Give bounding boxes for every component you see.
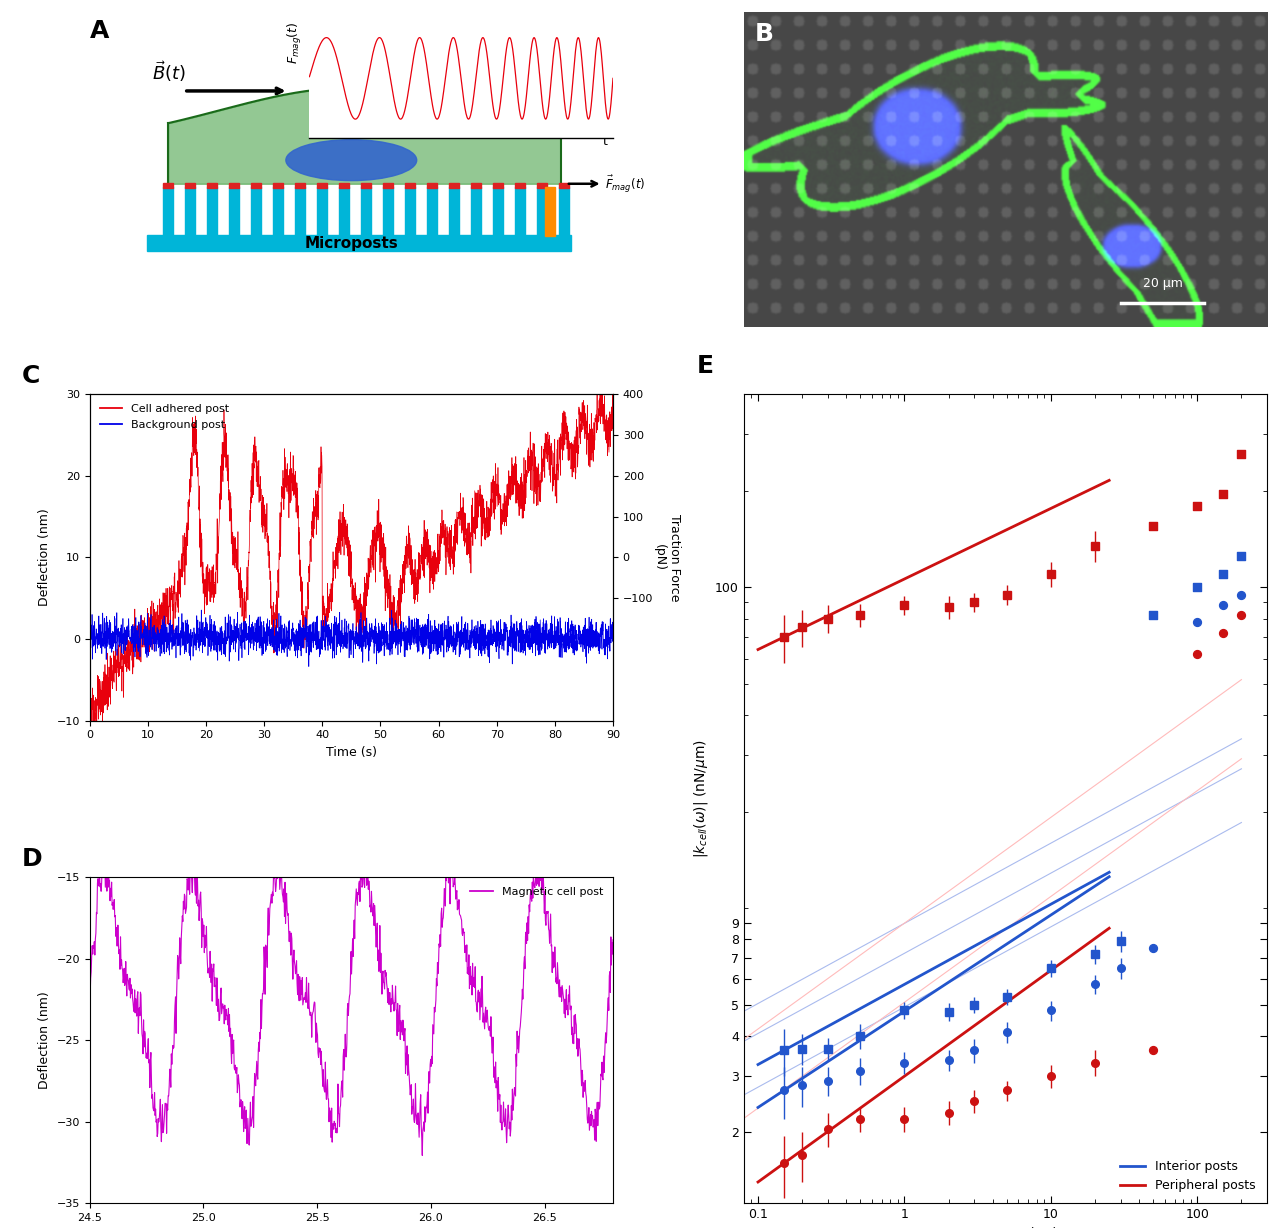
Bar [207,187,218,236]
Point [1187,645,1207,664]
Point [1231,445,1252,464]
Point [1231,585,1252,604]
Bar [545,187,556,236]
Bar [361,183,371,188]
Text: A: A [90,18,109,43]
Bar [184,187,196,236]
Line: Cell adhered post: Cell adhered post [90,386,613,748]
Background post [142,632,157,647]
Y-axis label: $|k_{cell}(\omega)|$ (nN/$\mu$m): $|k_{cell}(\omega)|$ (nN/$\mu$m) [691,739,709,858]
Bar [294,187,305,236]
Point [1213,624,1234,643]
Bar [316,183,328,188]
Bar [273,183,283,188]
Bar [229,187,239,236]
Bar [251,187,261,236]
Point [1143,1040,1164,1060]
X-axis label: Time (s): Time (s) [326,745,376,759]
Bar [536,183,547,188]
Bar [229,183,239,188]
Background post [301,659,316,674]
Point [1187,613,1207,632]
Background post [193,603,209,618]
Cell adhered post [605,424,621,438]
Bar [471,183,481,188]
Cell adhered post [306,516,321,530]
Point [1213,485,1234,505]
Text: E: E [696,354,714,378]
Bar [426,183,438,188]
Text: C: C [22,363,40,388]
Bar [515,183,525,188]
Point [1187,496,1207,516]
Y-axis label: Deflection (nm): Deflection (nm) [38,508,51,607]
Background post [283,636,298,651]
Cell adhered post [142,626,157,641]
Ellipse shape [285,140,417,181]
Point [1143,938,1164,958]
Cell adhered post [595,416,611,431]
Background post [173,637,188,652]
Background post [306,619,321,634]
Cell adhered post [593,378,608,393]
Bar [207,183,218,188]
Text: t: t [603,135,608,149]
Bar [493,187,503,236]
Bar [471,187,481,236]
Bar [339,183,349,188]
Bar [316,187,328,236]
Bar [404,183,415,188]
Cell adhered post [283,445,298,459]
Bar [184,183,196,188]
Line: Background post: Background post [90,610,613,667]
Text: Microposts: Microposts [305,236,398,251]
Cell adhered post [539,427,554,442]
Background post [82,634,97,648]
Text: $\vec{B}(t)$: $\vec{B}(t)$ [152,59,187,84]
Bar [558,183,570,188]
Bar [273,187,283,236]
Bar [163,183,173,188]
Point [1143,517,1164,537]
Background post [539,628,554,642]
Legend: Cell adhered post, Background post: Cell adhered post, Background post [95,400,233,435]
Y-axis label: Traction Force
(pN): Traction Force (pN) [653,513,681,602]
Point [1187,577,1207,597]
Cell adhered post [83,740,99,755]
Bar [383,183,393,188]
Bar [404,187,415,236]
Bar [251,183,261,188]
Text: B: B [754,22,773,45]
Legend: Interior posts, Peripheral posts: Interior posts, Peripheral posts [1115,1156,1261,1197]
Text: D: D [22,846,42,871]
Bar [294,183,305,188]
Bar [426,187,438,236]
Bar [448,187,460,236]
Bar [558,187,570,236]
Point [1231,546,1252,566]
Bar [515,187,525,236]
Cell adhered post [82,727,97,742]
Bar [383,187,393,236]
Bar [448,183,460,188]
Point [1213,565,1234,585]
Point [1213,596,1234,615]
Background post [605,628,621,642]
Text: 20 μm: 20 μm [1143,278,1183,290]
Cell adhered post [173,571,188,586]
Y-axis label: Deflection (nm): Deflection (nm) [38,991,51,1089]
Point [1143,605,1164,625]
Bar [536,187,547,236]
Bar [361,187,371,236]
Legend: Magnetic cell post: Magnetic cell post [466,883,608,901]
Text: $F_{mag}(t)$: $F_{mag}(t)$ [287,22,305,64]
Text: $\vec{F}_{mag}(t)$: $\vec{F}_{mag}(t)$ [605,174,645,195]
Bar [493,183,503,188]
Background post [595,615,611,630]
Bar [147,235,571,252]
Bar [163,187,173,236]
Point [1231,605,1252,625]
Bar [339,187,349,236]
